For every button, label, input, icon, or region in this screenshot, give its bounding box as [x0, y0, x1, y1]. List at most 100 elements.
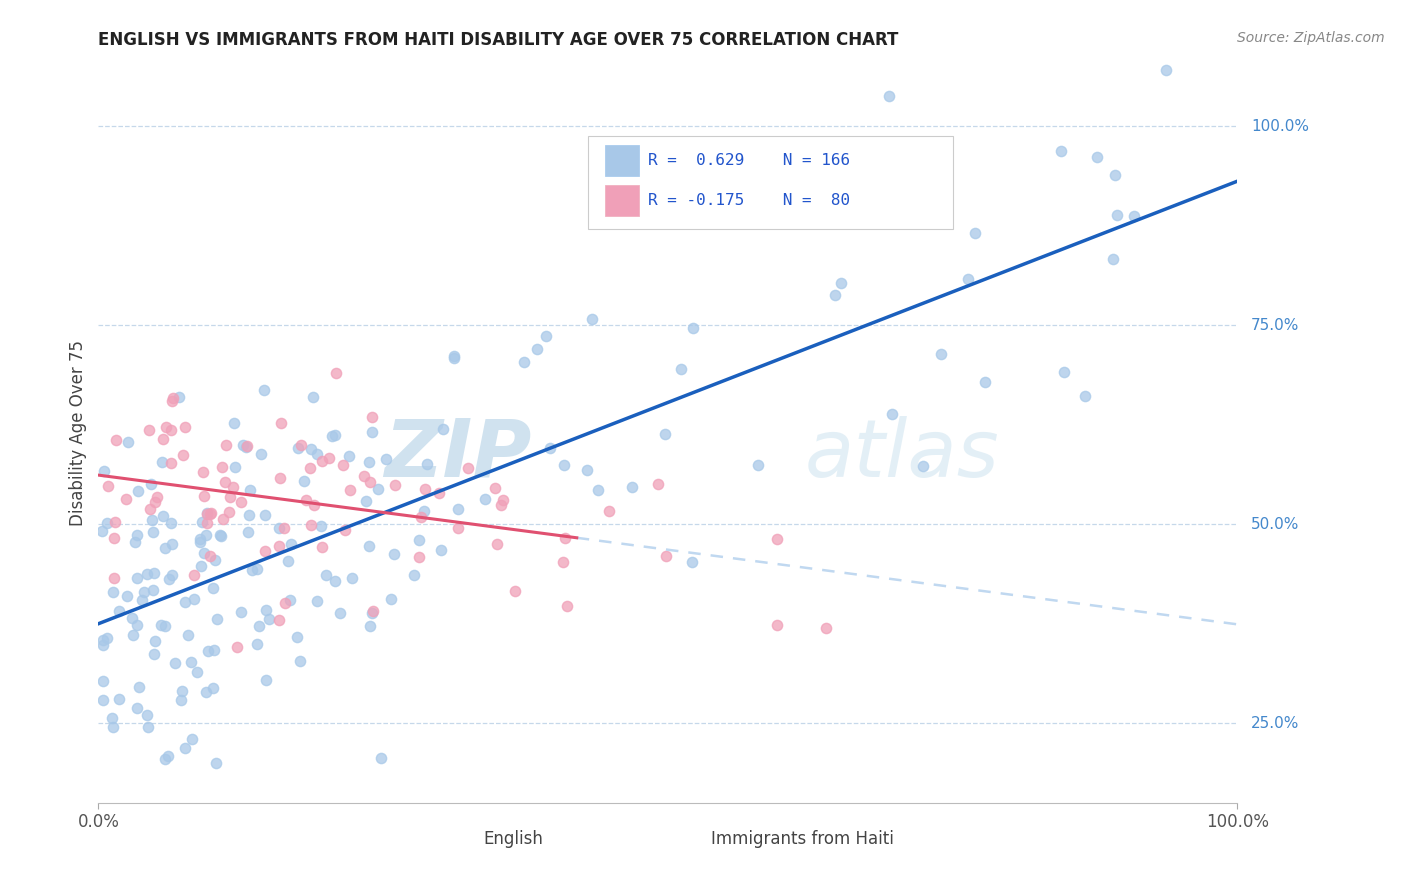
Point — [225, 640, 247, 655]
Point — [1105, 208, 1128, 222]
Point — [103, 531, 125, 545]
Point — [143, 634, 166, 648]
Point — [235, 440, 257, 454]
Point — [830, 276, 852, 290]
Point — [408, 549, 430, 564]
Point — [115, 589, 138, 603]
Point — [100, 711, 122, 725]
Point — [325, 574, 347, 589]
Point — [581, 312, 603, 326]
Point — [1053, 365, 1076, 379]
Point — [290, 438, 312, 452]
Point — [295, 492, 318, 507]
Point — [443, 351, 465, 366]
Point — [195, 516, 218, 530]
Point — [224, 416, 246, 430]
Point — [254, 603, 277, 617]
Point — [273, 521, 295, 535]
Point — [141, 513, 163, 527]
Point — [195, 507, 218, 521]
Point — [429, 543, 451, 558]
Point — [912, 459, 935, 474]
Point — [413, 503, 436, 517]
Point — [91, 524, 114, 538]
Point — [231, 494, 253, 508]
Point — [152, 432, 174, 446]
Point — [197, 644, 219, 658]
Text: English: English — [484, 830, 543, 848]
Point — [136, 707, 159, 722]
Point — [929, 347, 952, 361]
Point — [415, 457, 437, 471]
Point — [384, 478, 406, 492]
Point — [127, 483, 149, 498]
Point — [200, 506, 222, 520]
Point — [555, 599, 578, 614]
Point — [359, 619, 381, 633]
Point — [205, 612, 228, 626]
Point — [218, 505, 240, 519]
Point — [202, 643, 225, 657]
Point — [150, 618, 173, 632]
Point — [361, 604, 384, 618]
Point — [408, 533, 430, 547]
Point — [747, 458, 769, 472]
Point — [427, 486, 450, 500]
Point — [190, 559, 212, 574]
Point — [576, 462, 599, 476]
Point — [1074, 389, 1097, 403]
Point — [443, 349, 465, 363]
Point — [93, 632, 115, 647]
Point — [257, 611, 280, 625]
Point — [305, 447, 328, 461]
Point — [655, 549, 678, 563]
Point — [654, 427, 676, 442]
Point — [321, 429, 343, 443]
Point — [215, 438, 238, 452]
Point — [815, 621, 838, 635]
FancyBboxPatch shape — [605, 186, 640, 217]
Point — [276, 554, 298, 568]
Point — [280, 536, 302, 550]
Point — [162, 567, 184, 582]
Point — [198, 549, 221, 563]
Point — [486, 537, 509, 551]
Point — [254, 673, 277, 688]
Point — [155, 420, 177, 434]
Point — [311, 454, 333, 468]
Point — [172, 448, 194, 462]
Point — [104, 434, 127, 448]
Point — [598, 504, 620, 518]
Point — [384, 548, 406, 562]
Point — [342, 571, 364, 585]
Point — [193, 466, 215, 480]
Text: atlas: atlas — [804, 416, 1000, 494]
Point — [236, 439, 259, 453]
Point — [240, 563, 263, 577]
Point — [287, 630, 309, 644]
Point — [222, 480, 245, 494]
Point — [91, 693, 114, 707]
Text: ZIP: ZIP — [384, 416, 531, 494]
Point — [138, 424, 160, 438]
Point — [174, 740, 197, 755]
Point — [963, 226, 986, 240]
Point — [274, 596, 297, 610]
Point — [160, 516, 183, 530]
Point — [301, 390, 323, 404]
Point — [380, 591, 402, 606]
Point — [492, 492, 515, 507]
Point — [647, 477, 669, 491]
Point — [315, 568, 337, 582]
Point — [122, 628, 145, 642]
Point — [269, 539, 291, 553]
Point — [505, 583, 527, 598]
Point — [96, 631, 118, 645]
Point — [309, 518, 332, 533]
Point — [212, 511, 235, 525]
Point — [231, 605, 253, 619]
Point — [332, 458, 354, 473]
Text: R = -0.175    N =  80: R = -0.175 N = 80 — [648, 194, 851, 209]
Point — [103, 571, 125, 585]
Point — [97, 479, 120, 493]
